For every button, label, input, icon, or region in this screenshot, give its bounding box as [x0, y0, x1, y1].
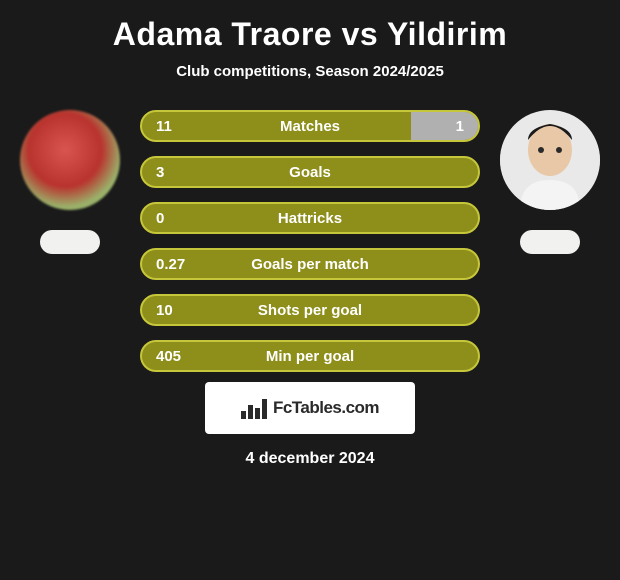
date-line: 4 december 2024	[246, 450, 375, 468]
stat-label: Goals per match	[142, 256, 478, 273]
stat-bar: 10Shots per goal	[140, 294, 480, 326]
stat-label: Hattricks	[142, 210, 478, 227]
stat-label: Matches	[142, 118, 478, 135]
player-right-badge	[520, 230, 580, 254]
comparison-infographic: Adama Traore vs Yildirim Club competitio…	[0, 0, 620, 478]
player-right-col	[490, 110, 610, 254]
brand-text: FcTables.com	[273, 398, 379, 418]
stat-bar: 0Hattricks	[140, 202, 480, 234]
main-row: 11Matches1 3Goals 0Hattricks 0.27Goals per …	[0, 110, 620, 372]
player-left-avatar	[20, 110, 120, 210]
stat-label: Goals	[142, 164, 478, 181]
stat-value-right: 1	[456, 118, 464, 135]
brand-box[interactable]: FcTables.com	[205, 382, 415, 434]
player-left-col	[10, 110, 130, 254]
stat-label: Shots per goal	[142, 302, 478, 319]
stat-bar: 11Matches1	[140, 110, 480, 142]
stat-bar: 0.27Goals per match	[140, 248, 480, 280]
subtitle: Club competitions, Season 2024/2025	[176, 63, 444, 80]
stat-label: Min per goal	[142, 348, 478, 365]
player-left-badge	[40, 230, 100, 254]
player-right-avatar	[500, 110, 600, 210]
stats-column: 11Matches1 3Goals 0Hattricks 0.27Goals per …	[130, 110, 490, 372]
fctables-logo-icon	[241, 397, 267, 419]
stat-bar: 3Goals	[140, 156, 480, 188]
page-title: Adama Traore vs Yildirim	[113, 16, 507, 53]
stat-bar: 405Min per goal	[140, 340, 480, 372]
